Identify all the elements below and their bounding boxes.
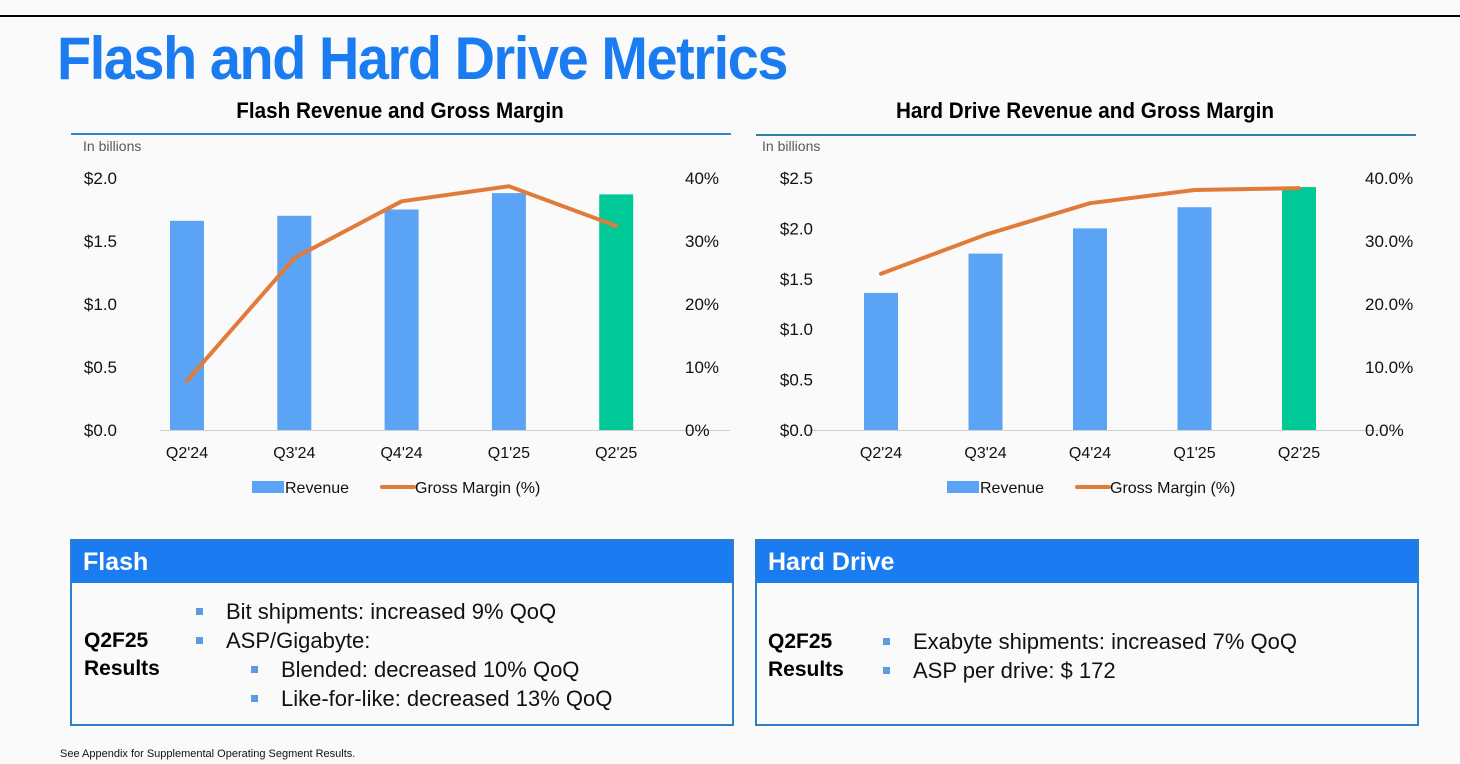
category-label: Q3'24 [273, 445, 315, 462]
bullet-square-icon [251, 666, 258, 673]
left-axis-tick-label: $0.0 [84, 421, 117, 440]
bullet-square-icon [196, 637, 203, 644]
revenue-bar [1073, 228, 1107, 430]
units-note: In billions [762, 138, 820, 154]
page-title: Flash and Hard Drive Metrics [57, 25, 788, 92]
category-label: Q1'25 [488, 445, 530, 462]
flash-bullet-blended: Blended: decreased 10% QoQ [251, 656, 579, 684]
bullet-square-icon [196, 608, 203, 615]
left-axis-tick-label: $1.0 [84, 295, 117, 314]
flash-results-period: Q2F25 [84, 629, 149, 652]
flash-results-word: Results [84, 657, 160, 680]
legend-revenue-label: Revenue [285, 480, 349, 497]
category-label: Q1'25 [1173, 445, 1215, 462]
revenue-bar-highlight [1282, 187, 1316, 430]
right-axis-tick-label: 10% [685, 358, 719, 377]
flash-revenue-chart: In billions $0.0 $0.5 $1.0 $1.5 $2.0 0% 10% 20% 3… [83, 138, 730, 497]
hdd-results-word: Results [768, 658, 844, 681]
right-axis-tick-label: 30% [685, 232, 719, 251]
top-divider [0, 15, 1460, 17]
category-label: Q2'25 [1278, 445, 1320, 462]
footnote: See Appendix for Supplemental Operating … [60, 748, 356, 760]
revenue-bar [491, 193, 526, 430]
left-axis-tick-label: $1.0 [780, 320, 813, 339]
hdd-results-box: Hard Drive Q2F25 Results Exabyte shipmen… [755, 539, 1419, 726]
right-axis-tick-label: 40.0% [1365, 169, 1413, 188]
flash-chart-title-rule [71, 133, 731, 135]
legend-revenue-swatch [947, 481, 979, 493]
revenue-bar-highlight [599, 194, 634, 430]
right-axis-tick-label: 10.0% [1365, 358, 1413, 377]
bullet-square-icon [883, 667, 890, 674]
left-axis-tick-label: $2.0 [84, 169, 117, 188]
revenue-bar [384, 209, 419, 430]
revenue-bar [170, 220, 204, 430]
hdd-results-label: Q2F25 Results [768, 628, 844, 684]
units-note: In billions [83, 138, 141, 154]
bullet-square-icon [251, 695, 258, 702]
revenue-bar [277, 215, 312, 430]
category-label: Q3'24 [964, 445, 1006, 462]
right-axis-tick-label: 40% [685, 169, 719, 188]
hdd-revenue-chart: In billions $0.0 $0.5 $1.0 $1.5 $2.0 $2.5 0.0% 1… [762, 138, 1413, 497]
legend-revenue-label: Revenue [980, 480, 1044, 497]
right-axis-tick-label: 20.0% [1365, 295, 1413, 314]
revenue-bar [864, 292, 898, 430]
legend-gross-margin-label: Gross Margin (%) [1110, 480, 1235, 497]
category-label: Q2'24 [860, 445, 902, 462]
category-label: Q4'24 [380, 445, 422, 462]
left-axis-tick-label: $0.5 [780, 371, 813, 390]
legend-gross-margin-label: Gross Margin (%) [415, 480, 540, 497]
left-axis-tick-label: $2.5 [780, 169, 813, 188]
category-label: Q2'24 [166, 445, 208, 462]
flash-results-label: Q2F25 Results [84, 627, 160, 683]
hdd-box-header: Hard Drive [757, 541, 1417, 583]
right-axis-tick-label: 30.0% [1365, 232, 1413, 251]
flash-chart-title: Flash Revenue and Gross Margin [236, 98, 564, 123]
left-axis-tick-label: $1.5 [84, 232, 117, 251]
category-label: Q4'24 [1069, 445, 1111, 462]
flash-box-header: Flash [72, 541, 732, 583]
hdd-results-period: Q2F25 [768, 630, 833, 653]
left-axis-tick-label: $2.0 [780, 219, 813, 238]
category-label: Q2'25 [595, 445, 637, 462]
right-axis-tick-label: 20% [685, 295, 719, 314]
revenue-bar [968, 253, 1003, 430]
hdd-bullet-asp: ASP per drive: $ 172 [883, 657, 1116, 685]
hdd-chart-title-rule [756, 134, 1416, 136]
left-axis-tick-label: $0.0 [780, 421, 813, 440]
left-axis-tick-label: $1.5 [780, 270, 813, 289]
revenue-bar [1177, 207, 1212, 430]
flash-bullet-bit-shipments: Bit shipments: increased 9% QoQ [196, 598, 556, 626]
legend-revenue-swatch [252, 481, 284, 493]
flash-bullet-like-for-like: Like-for-like: decreased 13% QoQ [251, 685, 612, 713]
bullet-square-icon [883, 638, 890, 645]
flash-bullet-asp: ASP/Gigabyte: [196, 627, 370, 655]
hdd-chart-title: Hard Drive Revenue and Gross Margin [895, 98, 1275, 123]
left-axis-tick-label: $0.5 [84, 358, 117, 377]
hdd-bullet-exabyte: Exabyte shipments: increased 7% QoQ [883, 628, 1297, 656]
right-axis-tick-label: 0% [685, 421, 710, 440]
right-axis-tick-label: 0.0% [1365, 421, 1404, 440]
flash-results-box: Flash Q2F25 Results Bit shipments: incre… [70, 539, 734, 726]
